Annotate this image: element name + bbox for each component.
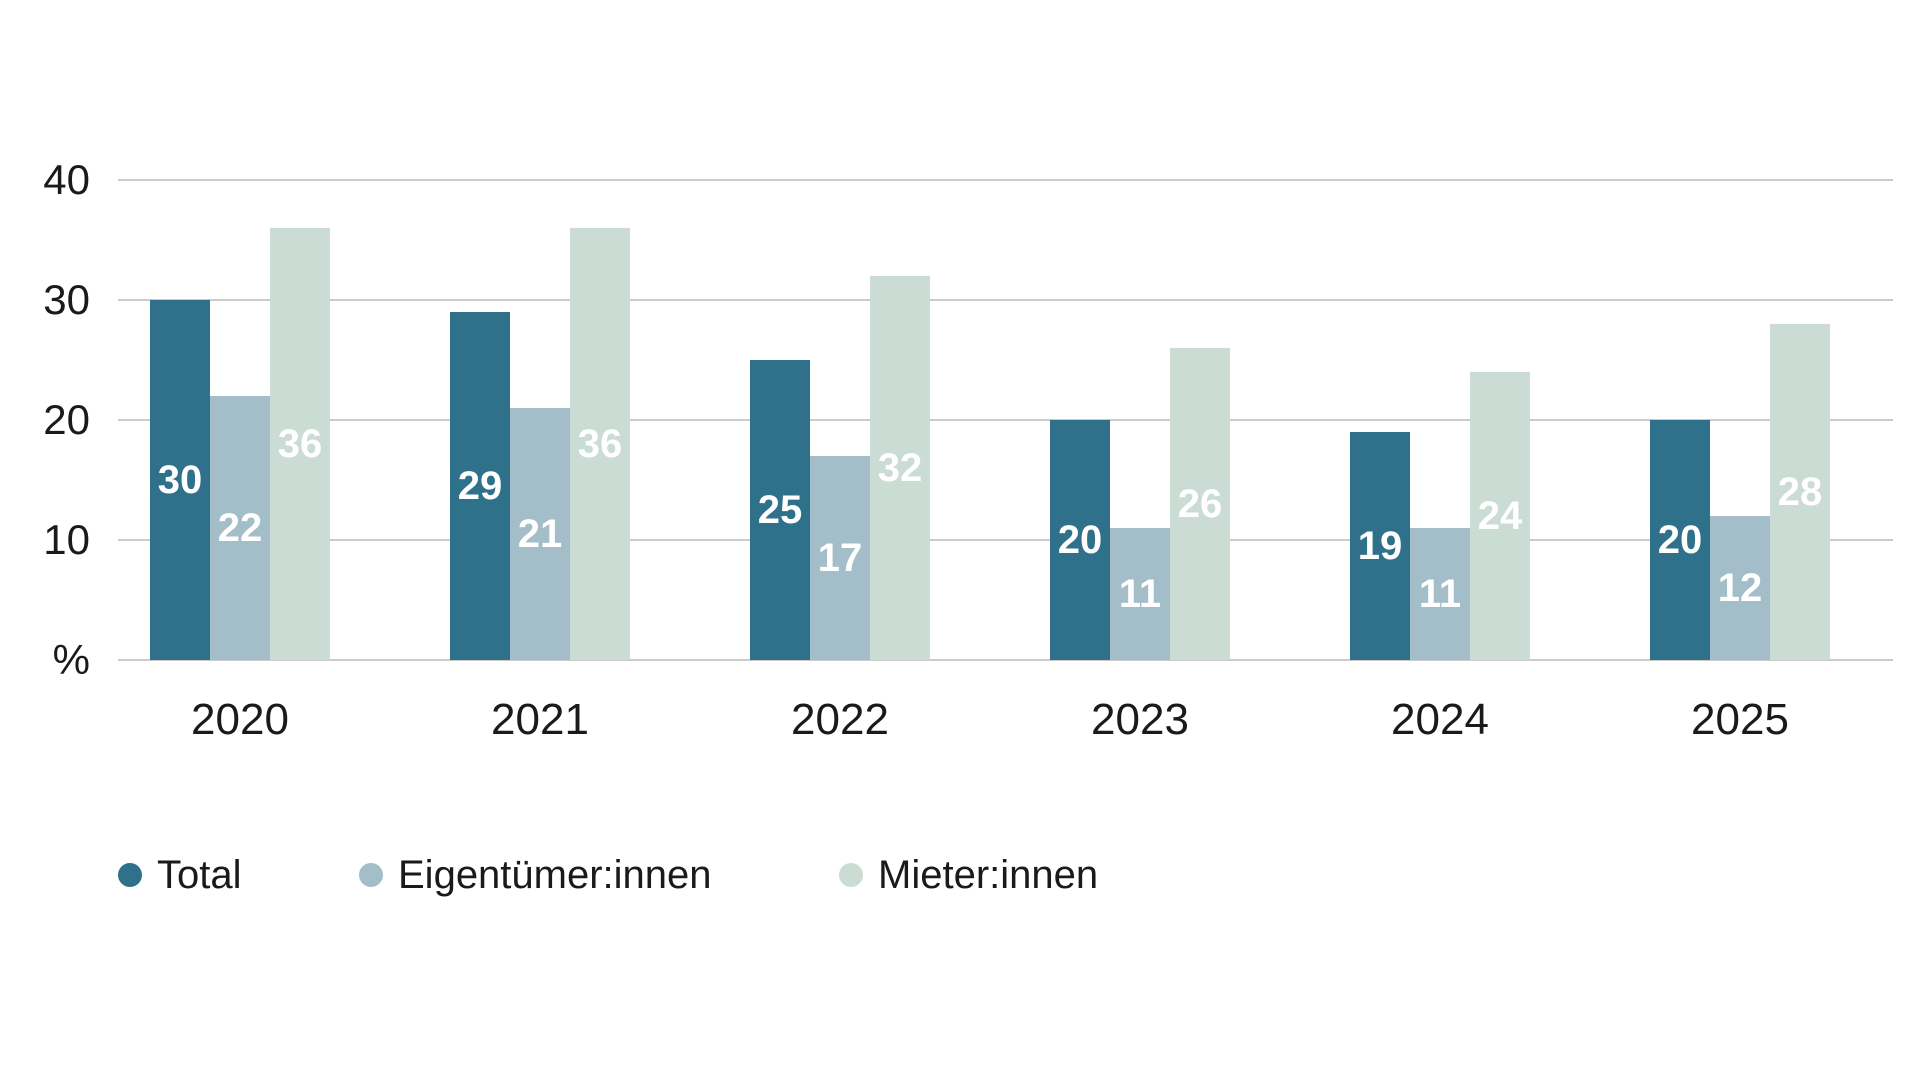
bar-value-label: 32 <box>877 446 923 490</box>
y-tick-label: 40 <box>43 156 90 203</box>
x-axis-baseline <box>118 659 1893 661</box>
bar-value-label: 26 <box>1177 482 1223 526</box>
bar-total-2021: 29 <box>450 312 510 660</box>
bar-value-label: 17 <box>817 536 863 580</box>
bar-mieter-innen-2024: 24 <box>1470 372 1530 660</box>
bar-mieter-innen-2020: 36 <box>270 228 330 660</box>
bar-value-label: 11 <box>1418 572 1462 616</box>
bar-value-label: 11 <box>1118 572 1162 616</box>
bar-eigent-mer-innen-2023: 11 <box>1110 528 1170 660</box>
bar-total-2020: 30 <box>150 300 210 660</box>
bar-value-label: 19 <box>1357 524 1403 568</box>
bar-value-label: 36 <box>277 422 323 466</box>
bar-eigent-mer-innen-2024: 11 <box>1410 528 1470 660</box>
bar-value-label: 30 <box>157 458 203 502</box>
legend-label: Total <box>157 853 242 897</box>
legend-item-mieter-innen[interactable]: Mieter:innen <box>839 851 1098 899</box>
bar-mieter-innen-2022: 32 <box>870 276 930 660</box>
bar-total-2022: 25 <box>750 360 810 660</box>
legend-label: Mieter:innen <box>878 853 1099 897</box>
legend-dot-icon <box>839 863 863 887</box>
y-tick-label: 20 <box>43 396 90 443</box>
legend-dot-icon <box>359 863 383 887</box>
bar-total-2023: 20 <box>1050 420 1110 660</box>
bar-eigent-mer-innen-2022: 17 <box>810 456 870 660</box>
bar-value-label: 20 <box>1657 518 1703 562</box>
x-axis-label-2021: 2021 <box>491 695 589 744</box>
gridline-20 <box>118 419 1893 421</box>
bar-mieter-innen-2025: 28 <box>1770 324 1830 660</box>
bar-total-2024: 19 <box>1350 432 1410 660</box>
bar-eigent-mer-innen-2020: 22 <box>210 396 270 660</box>
legend-label: Eigentümer:innen <box>398 853 712 897</box>
bar-value-label: 28 <box>1777 470 1823 514</box>
x-axis-label-2023: 2023 <box>1091 695 1189 744</box>
bar-value-label: 29 <box>457 464 503 508</box>
x-axis-label-2024: 2024 <box>1391 695 1489 744</box>
gridline-10 <box>118 539 1893 541</box>
bar-eigent-mer-innen-2025: 12 <box>1710 516 1770 660</box>
bar-value-label: 21 <box>517 512 563 556</box>
legend-item-total[interactable]: Total <box>118 851 242 899</box>
gridline-30 <box>118 299 1893 301</box>
y-tick-label: 30 <box>43 276 90 323</box>
y-axis-unit-label: % <box>52 636 90 683</box>
x-axis-label-2020: 2020 <box>191 695 289 744</box>
bar-mieter-innen-2021: 36 <box>570 228 630 660</box>
y-tick-label: 10 <box>43 516 90 563</box>
legend-item-eigent-mer-innen[interactable]: Eigentümer:innen <box>359 851 712 899</box>
legend-dot-icon <box>118 863 142 887</box>
bar-value-label: 20 <box>1057 518 1103 562</box>
bar-value-label: 22 <box>217 506 263 550</box>
bar-value-label: 24 <box>1477 494 1523 538</box>
gridline-40 <box>118 179 1893 181</box>
x-axis-label-2025: 2025 <box>1691 695 1789 744</box>
bar-value-label: 12 <box>1717 566 1763 610</box>
bar-total-2025: 20 <box>1650 420 1710 660</box>
bar-mieter-innen-2023: 26 <box>1170 348 1230 660</box>
bar-eigent-mer-innen-2021: 21 <box>510 408 570 660</box>
bar-value-label: 25 <box>757 488 803 532</box>
bar-value-label: 36 <box>577 422 623 466</box>
x-axis-label-2022: 2022 <box>791 695 889 744</box>
